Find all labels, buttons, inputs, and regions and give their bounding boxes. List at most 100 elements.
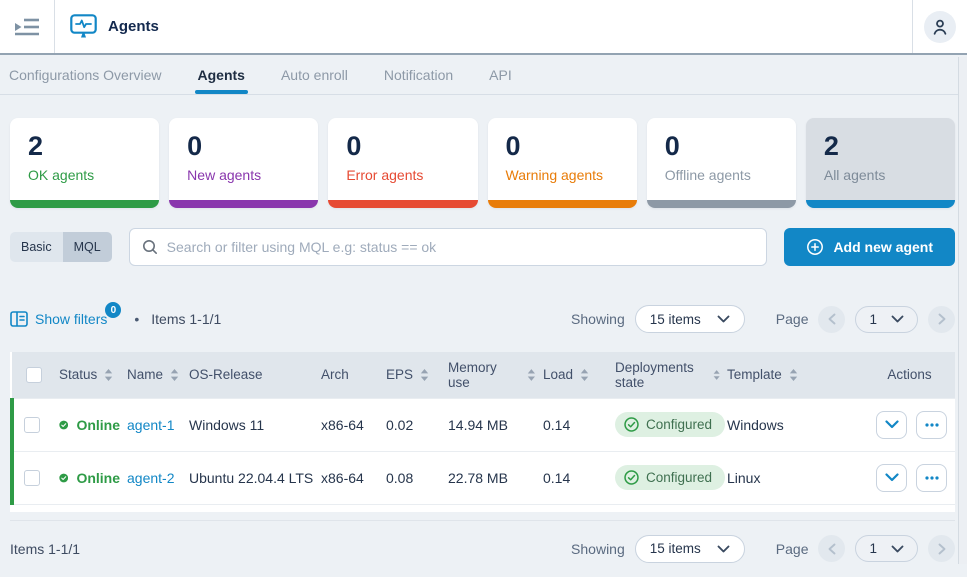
card-warning-agents[interactable]: 0 Warning agents [487, 118, 637, 208]
prev-page-button[interactable] [818, 535, 846, 562]
tab-auto-enroll[interactable]: Auto enroll [263, 55, 366, 94]
card-all-agents[interactable]: 2 All agents [805, 118, 956, 208]
actions-cell [864, 451, 955, 504]
check-circle-icon [624, 470, 639, 485]
sidebar-toggle-button[interactable] [0, 0, 55, 53]
search-mode-basic[interactable]: Basic [10, 232, 63, 262]
card-value: 0 [505, 131, 521, 161]
card-ok-agents[interactable]: 2 OK agents [10, 118, 160, 208]
agent-name-link[interactable]: agent-2 [127, 469, 175, 486]
actions-cell [864, 398, 955, 451]
page-size-select[interactable]: 15 items [634, 534, 745, 563]
column-header-actions: Actions [864, 352, 955, 398]
deployment-status-badge: Configured [615, 465, 726, 490]
next-page-button[interactable] [928, 535, 955, 562]
prev-page-button[interactable] [818, 305, 846, 333]
os-release-cell: Ubuntu 22.04.4 LTS [189, 469, 314, 486]
page-size-select[interactable]: 15 items [634, 305, 745, 333]
status-label: Online [76, 416, 120, 433]
search-input[interactable] [166, 239, 755, 255]
page-number-select[interactable]: 1 [855, 305, 918, 333]
card-offline-agents[interactable]: 0 Offline agents [646, 118, 796, 208]
card-label: Warning agents [505, 167, 604, 184]
items-summary: Items 1-1/1 [10, 540, 81, 557]
column-label: Deployments state [615, 359, 694, 390]
column-header-name[interactable]: Name [120, 352, 182, 398]
tab-agents[interactable]: Agents [180, 55, 263, 94]
page-number-value: 1 [869, 541, 877, 556]
monitor-pulse-icon [70, 14, 97, 38]
column-label: Template [727, 367, 782, 383]
table-row-agent-2: Online agent-2 Ubuntu 22.04.4 LTS x86-64… [10, 451, 955, 504]
sort-icon [420, 368, 429, 381]
tab-configurations-overview[interactable]: Configurations Overview [0, 55, 180, 94]
search-mode-mql[interactable]: MQL [62, 232, 112, 262]
card-value: 0 [187, 131, 203, 161]
page-size-value: 15 items [649, 541, 701, 556]
status-cell: Online [52, 451, 120, 504]
table-header-row: Status Name OS-Release Arch EPS Memory u… [12, 352, 955, 398]
column-label: Memory use [448, 359, 497, 390]
card-label: New agents [187, 167, 262, 184]
row-checkbox[interactable] [24, 469, 40, 486]
column-header-status[interactable]: Status [52, 352, 120, 398]
search-box [128, 228, 768, 266]
eps-cell: 0.02 [386, 416, 414, 433]
deployments-state-cell: Configured [608, 451, 726, 504]
column-label: Load [543, 367, 574, 383]
show-filters-button[interactable]: Show filters 0 [10, 302, 130, 328]
column-header-load[interactable]: Load [536, 352, 608, 398]
deployment-status-badge: Configured [615, 412, 726, 437]
select-all-checkbox[interactable] [26, 366, 42, 383]
card-label: All agents [823, 167, 886, 184]
status-online-icon [59, 473, 69, 482]
column-header-deployments-state[interactable]: Deployments state [608, 352, 720, 398]
bullet-separator: • [134, 311, 140, 327]
scrollbar[interactable] [958, 57, 967, 564]
column-header-arch: Arch [314, 352, 379, 398]
column-header-memory-use[interactable]: Memory use [441, 352, 536, 398]
arch-cell: x86-64 [321, 416, 364, 433]
card-color-bar [328, 200, 478, 208]
table-row-agent-1: Online agent-1 Windows 11 x86-64 0.02 14… [10, 398, 955, 451]
plus-circle-icon [807, 239, 824, 255]
chevron-left-icon [828, 543, 836, 554]
card-error-agents[interactable]: 0 Error agents [328, 118, 478, 208]
memory-use-cell: 22.78 MB [448, 469, 508, 486]
card-new-agents[interactable]: 0 New agents [169, 118, 319, 208]
main-content: 2 OK agents 0 New agents 0 Error agents … [0, 118, 967, 577]
column-label: Status [59, 367, 98, 383]
search-row: Basic MQL Add new agent [10, 228, 955, 266]
tab-label: Auto enroll [280, 66, 348, 83]
chevron-down-icon [717, 545, 730, 552]
expand-row-button[interactable] [876, 410, 907, 439]
tab-api[interactable]: API [471, 55, 530, 94]
user-icon [933, 19, 947, 35]
agent-name-link[interactable]: agent-1 [127, 416, 175, 433]
expand-row-button[interactable] [876, 463, 907, 492]
status-cell: Online [52, 398, 120, 451]
user-menu-button[interactable] [924, 10, 956, 43]
column-label: OS-Release [189, 367, 263, 383]
column-header-eps[interactable]: EPS [379, 352, 441, 398]
card-color-bar [805, 200, 956, 208]
check-circle-icon [624, 417, 639, 432]
page-label: Page [775, 540, 809, 557]
row-actions-button[interactable] [916, 410, 947, 439]
add-new-agent-button[interactable]: Add new agent [784, 228, 955, 266]
tab-label: Notification [383, 66, 454, 83]
tab-notification[interactable]: Notification [366, 55, 471, 94]
arch-cell: x86-64 [321, 469, 364, 486]
filters-count-badge: 0 [105, 302, 122, 318]
ellipsis-icon [924, 422, 939, 427]
card-color-bar [646, 200, 796, 208]
next-page-button[interactable] [928, 305, 955, 333]
row-actions-button[interactable] [916, 463, 947, 492]
list-footer: Items 1-1/1 Showing 15 items Page 1 [10, 519, 955, 577]
card-label: Error agents [346, 167, 424, 184]
row-checkbox[interactable] [24, 416, 40, 433]
sort-icon [105, 368, 113, 381]
mode-label: Basic [21, 240, 52, 254]
page-number-select[interactable]: 1 [855, 535, 918, 562]
column-header-template[interactable]: Template [720, 352, 864, 398]
